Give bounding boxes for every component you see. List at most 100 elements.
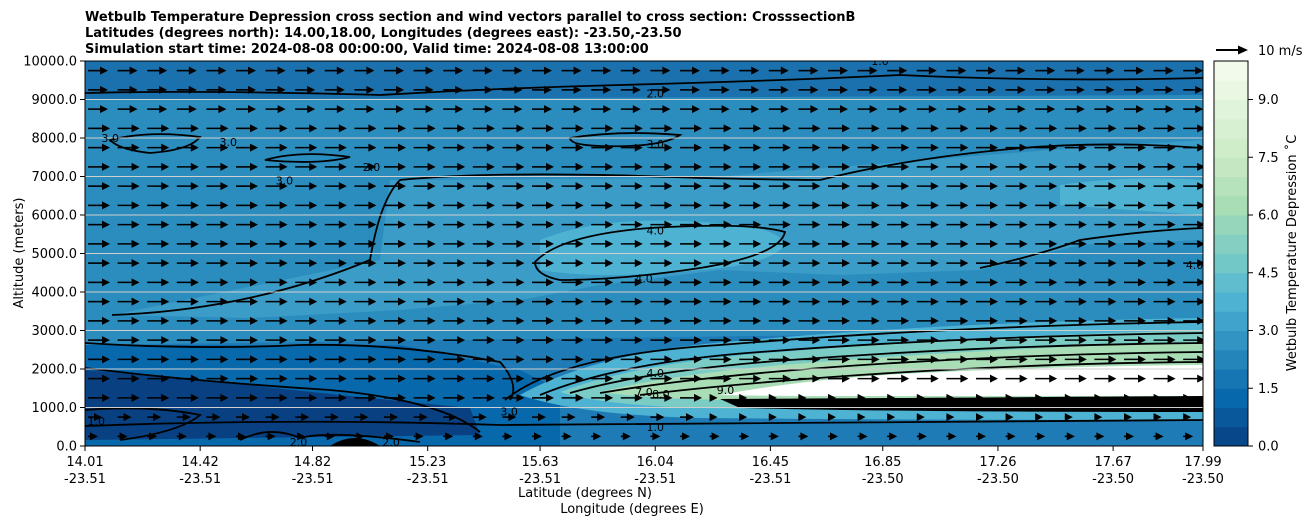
wind-arrow	[650, 182, 673, 191]
wind-arrow	[384, 432, 394, 441]
wind-arrow	[1153, 201, 1176, 210]
wind-arrow	[443, 143, 466, 152]
wind-arrow	[1005, 105, 1026, 114]
wind-arrow	[1183, 66, 1203, 75]
wind-arrow	[295, 393, 318, 402]
colorbar-ticks: 0.0 1.5 3.0 4.5 6.0 7.5 9.0	[1248, 93, 1279, 455]
wind-arrow	[443, 239, 466, 248]
contour-2-lower	[85, 367, 481, 433]
wind-arrow	[946, 374, 969, 383]
y-tick-label: 0.0	[56, 440, 77, 455]
wind-arrow	[354, 66, 375, 75]
wind-arrow	[324, 355, 347, 364]
wind-arrow	[1035, 162, 1058, 171]
wind-arrow	[176, 432, 187, 441]
wind-arrow	[265, 278, 288, 287]
colorbar-band	[1214, 61, 1248, 81]
colorbar-tick-label: 9.0	[1258, 93, 1279, 108]
contour-label: 3.0	[646, 138, 664, 151]
wind-arrow	[384, 143, 406, 152]
contour-3-upper	[569, 132, 683, 148]
wind-arrow	[502, 413, 517, 422]
wind-arrow	[413, 239, 436, 248]
wind-arrow	[88, 220, 110, 229]
wind-arrow	[887, 316, 910, 325]
wind-arrow	[147, 413, 162, 422]
wind-arrow	[620, 432, 631, 441]
wind-arrow	[1005, 413, 1014, 422]
wind-arrow	[117, 374, 140, 383]
wind-arrow	[916, 85, 937, 94]
wind-arrow	[147, 201, 170, 210]
wind-arrow	[206, 66, 227, 75]
wind-arrow	[1064, 393, 1073, 402]
wind-arrow	[650, 336, 673, 345]
wind-arrow	[1005, 432, 1016, 441]
x-tick-label-lat: 14.01	[66, 455, 103, 470]
wind-arrow	[236, 278, 258, 287]
colorbar-band	[1214, 388, 1248, 408]
wind-arrow	[887, 259, 910, 268]
wind-arrow	[976, 432, 986, 441]
wind-arrow	[88, 432, 98, 441]
wind-arrow	[324, 297, 347, 306]
wind-arrow	[1124, 336, 1146, 345]
wind-arrow	[946, 85, 967, 94]
wind-arrow	[1094, 413, 1103, 422]
wind-arrow	[206, 393, 229, 402]
wind-arrow	[1005, 297, 1028, 306]
wind-arrow	[502, 432, 513, 441]
contour-label: 4.0	[1186, 259, 1204, 272]
wind-arrow	[413, 432, 424, 441]
wind-arrow	[1183, 124, 1203, 133]
wind-arrow	[1064, 316, 1087, 325]
wind-arrow	[857, 278, 880, 287]
wind-arrow	[916, 239, 939, 248]
wind-arrow	[561, 85, 582, 94]
wind-arrow	[1094, 297, 1117, 306]
wind-arrow	[324, 336, 347, 345]
contour-label: 4.0	[646, 367, 664, 380]
wind-arrow	[147, 182, 170, 191]
wind-arrow	[324, 239, 347, 248]
wind-arrow	[798, 182, 821, 191]
wind-arrow	[620, 374, 643, 383]
wind-arrow	[976, 201, 998, 210]
wind-arrow	[236, 432, 246, 441]
wind-arrow	[1094, 355, 1117, 364]
wind-arrow	[502, 66, 523, 75]
wind-arrow	[295, 182, 318, 191]
wind-arrow	[620, 336, 643, 345]
wind-arrow	[798, 432, 809, 441]
wind-arrow	[828, 162, 850, 171]
wind-arrow	[1094, 85, 1115, 94]
wind-arrow	[768, 220, 791, 229]
wind-arrow	[887, 182, 910, 191]
wind-arrow	[117, 162, 140, 171]
wind-arrow	[946, 297, 969, 306]
wind-arrow	[324, 162, 347, 171]
wind-arrow	[295, 85, 316, 94]
wind-arrow	[739, 355, 762, 364]
wind-arrow	[739, 66, 760, 75]
wind-arrow	[798, 124, 821, 133]
wind-arrow	[1183, 220, 1203, 229]
contour-lines	[85, 74, 1203, 443]
wind-arrow	[176, 413, 191, 422]
wind-arrow	[502, 316, 525, 325]
wind-arrow	[709, 143, 732, 152]
wind-arrow	[739, 432, 750, 441]
wind-arrow	[324, 182, 347, 191]
wind-arrow	[1124, 239, 1146, 248]
wind-arrow	[828, 413, 836, 422]
x-tick-label-lon: -23.51	[64, 472, 106, 487]
wind-arrow	[709, 220, 732, 229]
wind-arrow	[443, 182, 466, 191]
wind-arrow	[561, 220, 584, 229]
wind-arrow	[1094, 143, 1117, 152]
wind-arrow	[1094, 336, 1117, 345]
wind-arrow	[709, 432, 720, 441]
wind-arrow	[1064, 297, 1087, 306]
wind-arrow	[206, 297, 229, 306]
wind-arrow	[946, 220, 969, 229]
